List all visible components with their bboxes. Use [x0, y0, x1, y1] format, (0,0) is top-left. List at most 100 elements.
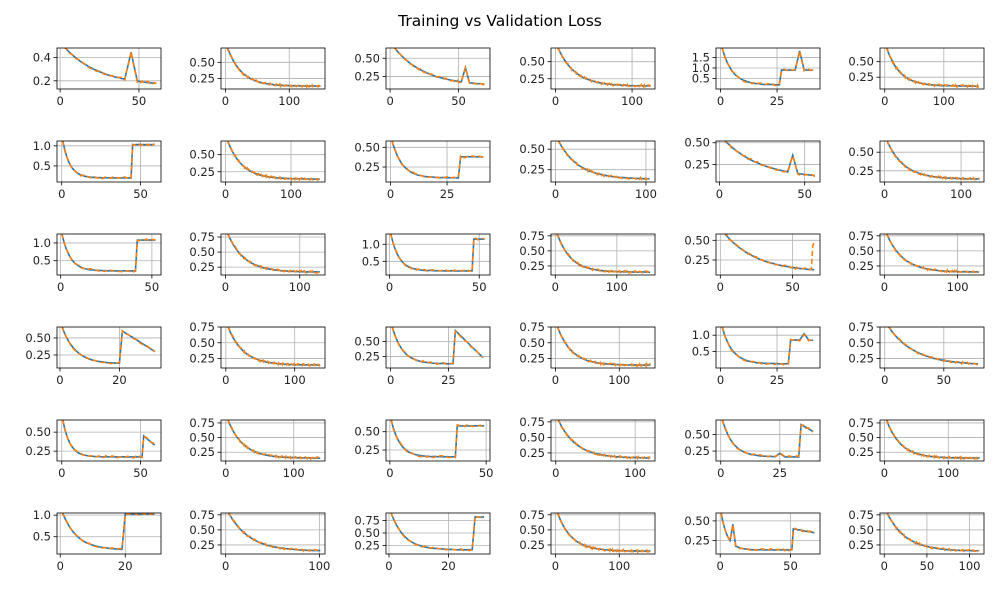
subplot-1-3: 0 100 0.25 0.50 — [519, 140, 657, 201]
x-tick-label: 25 — [441, 373, 456, 387]
y-tick-label: 0.50 — [848, 523, 874, 537]
val-loss-line — [557, 48, 652, 89]
subplot-5-3: 0 100 0.250.500.75 — [519, 508, 656, 573]
x-tick-label: 100 — [624, 466, 646, 480]
y-tick-label: 0.50 — [354, 334, 380, 348]
val-loss-line — [226, 141, 321, 182]
x-tick-label: 50 — [785, 280, 800, 294]
y-tick-label: 0.25 — [848, 259, 874, 273]
axes-frame — [220, 419, 326, 462]
y-tick-label: 1.5 — [692, 50, 710, 64]
x-tick-label: 0 — [717, 559, 724, 573]
y-tick-label: 0.50 — [684, 233, 710, 247]
y-tick-label: 0.50 — [519, 523, 545, 537]
x-tick-label: 0 — [552, 373, 559, 387]
y-tick-label: 0.25 — [189, 260, 215, 274]
x-tick-label: 0 — [386, 94, 393, 108]
axes-frame — [56, 233, 162, 276]
subplot-3-4: 0 25 0.5 1.0 — [692, 326, 821, 387]
subplot-0-2: 0 50 0.25 0.50 — [354, 47, 491, 108]
subplot-3-5: 0 50 0.25 0.50 0.75 — [848, 320, 985, 387]
axes-frame — [715, 233, 821, 276]
y-tick-label: 0.25 — [354, 70, 380, 84]
val-loss-line — [885, 234, 980, 275]
x-tick-label: 50 — [451, 94, 466, 108]
subplot-4-4: 0 25 0.25 0.50 — [684, 419, 821, 480]
y-tick-label: 0.50 — [354, 425, 380, 439]
y-tick-label: 0.25 — [684, 158, 710, 172]
train-loss-line — [885, 420, 980, 459]
y-tick-label: 0.25 — [189, 72, 215, 86]
x-tick-label: 0 — [387, 187, 394, 201]
x-tick-label: 50 — [920, 559, 935, 573]
y-tick-label: 0.75 — [848, 508, 874, 522]
x-tick-label: 50 — [797, 187, 812, 201]
y-tick-label: 0.75 — [519, 320, 545, 334]
subplot-1-0: 0 50 0.5 1.0 — [33, 139, 162, 201]
y-tick-label: 0.25 — [848, 164, 874, 178]
x-tick-label: 0 — [717, 94, 724, 108]
axes-frame — [550, 233, 656, 276]
x-tick-label: 50 — [783, 559, 798, 573]
y-tick-label: 0.50 — [848, 431, 874, 445]
y-tick-label: 0.50 — [519, 55, 545, 69]
axes-frame — [56, 419, 162, 462]
y-tick-label: 0.50 — [354, 51, 380, 65]
y-tick-label: 0.25 — [189, 165, 215, 179]
x-tick-label: 100 — [608, 373, 630, 387]
x-tick-label: 0 — [716, 187, 723, 201]
x-tick-label: 100 — [278, 94, 300, 108]
val-loss-line — [228, 513, 321, 553]
val-loss-line — [721, 48, 814, 87]
axes-frame — [715, 419, 821, 462]
y-tick-label: 0.75 — [189, 508, 215, 522]
y-tick-label: 0.25 — [519, 163, 545, 177]
axes-frame — [385, 419, 491, 462]
axes-frame — [550, 512, 656, 555]
x-tick-label: 100 — [937, 466, 959, 480]
y-tick-label: 1.0 — [33, 139, 51, 153]
x-tick-label: 100 — [947, 280, 969, 294]
subplot-0-0: 0 50 0.2 0.4 — [33, 47, 162, 108]
train-loss-line — [557, 420, 651, 459]
val-loss-line — [887, 327, 979, 366]
train-loss-line — [226, 141, 320, 181]
val-loss-line — [723, 141, 816, 178]
x-tick-label: 100 — [933, 94, 955, 108]
axes-frame — [56, 512, 162, 555]
y-tick-label: 0.5 — [362, 254, 380, 268]
x-tick-label: 25 — [772, 466, 787, 480]
figure-title: Training vs Validation Loss — [397, 12, 602, 30]
y-tick-label: 0.25 — [684, 534, 710, 548]
x-tick-label: 0 — [717, 280, 724, 294]
x-tick-label: 0 — [57, 559, 64, 573]
axes-frame — [550, 47, 656, 90]
val-loss-line — [390, 420, 485, 459]
x-tick-label: 0 — [386, 280, 393, 294]
y-tick-label: 0.25 — [189, 445, 215, 459]
x-tick-label: 0 — [386, 466, 393, 480]
val-loss-line — [62, 141, 155, 180]
axes-frame — [550, 140, 656, 183]
x-tick-label: 100 — [289, 280, 311, 294]
subplot-5-4: 0 50 0.25 0.50 — [684, 512, 821, 573]
axes-frame — [385, 512, 491, 555]
subplot-4-2: 0 50 0.25 0.50 — [354, 419, 493, 480]
subplot-2-2: 0 50 0.5 1.0 — [362, 233, 491, 294]
y-tick-label: 0.50 — [189, 148, 215, 162]
y-tick-label: 0.75 — [848, 416, 874, 430]
x-tick-label: 20 — [441, 559, 456, 573]
y-tick-label: 0.50 — [189, 245, 215, 259]
axes-frame — [56, 47, 162, 90]
val-loss-line — [720, 513, 815, 552]
y-tick-label: 0.25 — [684, 444, 710, 458]
y-tick-label: 1.0 — [33, 236, 51, 250]
y-tick-label: 0.50 — [189, 336, 215, 350]
subplot-2-0: 0 50 0.5 1.0 — [33, 233, 162, 294]
val-loss-line — [885, 48, 979, 89]
x-tick-label: 100 — [635, 187, 657, 201]
axes-frame — [550, 326, 656, 369]
val-loss-line — [557, 141, 650, 181]
x-tick-label: 100 — [959, 559, 981, 573]
